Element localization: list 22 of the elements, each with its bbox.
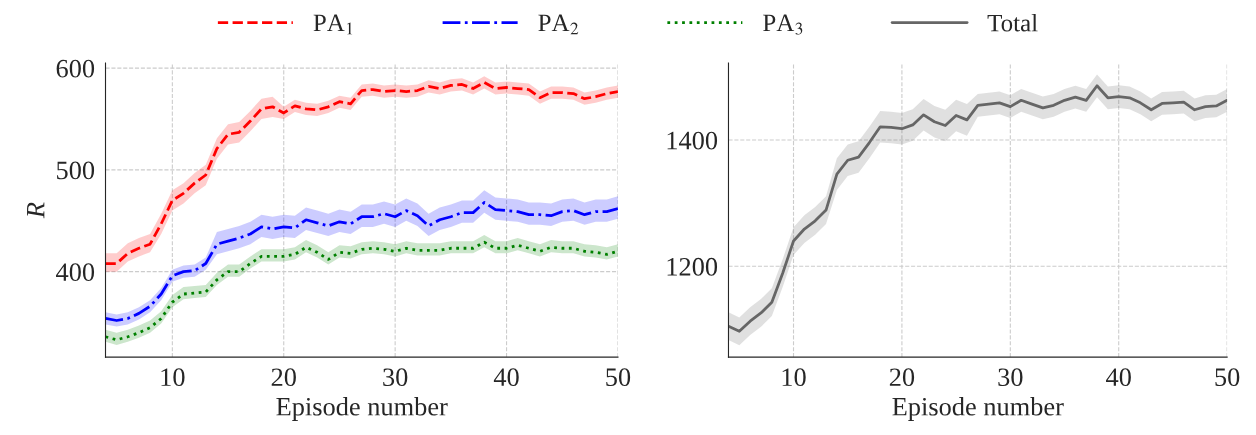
x-tick-label: 20 — [889, 368, 915, 387]
y-tick-label: 1200 — [667, 257, 718, 276]
x-tick-label: 20 — [271, 368, 296, 387]
x-tick-label: 10 — [782, 368, 806, 387]
x-tick-label: 40 — [493, 368, 519, 387]
y-tick-label: 400 — [56, 263, 95, 282]
legend-label: PA$_{1}$ — [313, 14, 353, 35]
y-tick-label: 500 — [57, 161, 95, 180]
legend-label: Total — [987, 13, 1038, 32]
legend-label: PA$_{2}$ — [538, 14, 579, 35]
y-tick-label: 1400 — [667, 131, 718, 150]
x-axis-title: Episode number — [276, 397, 448, 421]
x-tick-label: 30 — [998, 368, 1023, 387]
legend-label: PA$_{3}$ — [763, 14, 803, 35]
x-tick-label: 50 — [1215, 368, 1240, 387]
y-axis-title: R — [27, 202, 45, 219]
x-tick-label: 50 — [606, 368, 631, 387]
x-tick-label: 40 — [1106, 368, 1131, 387]
y-tick-label: 600 — [56, 59, 95, 78]
x-axis-title: Episode number — [892, 397, 1064, 421]
x-tick-label: 30 — [383, 368, 408, 387]
x-tick-label: 10 — [161, 368, 185, 387]
